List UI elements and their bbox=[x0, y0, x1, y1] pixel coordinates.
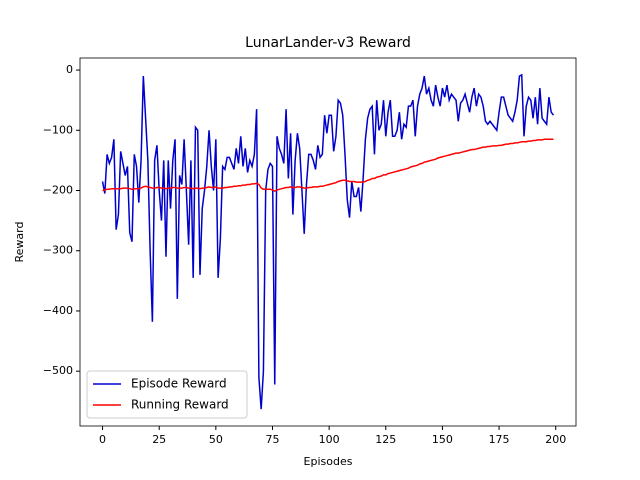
x-tick-label: 75 bbox=[265, 433, 279, 446]
legend-label: Running Reward bbox=[131, 398, 229, 412]
x-tick-label: 50 bbox=[209, 433, 223, 446]
chart-title: LunarLander-v3 Reward bbox=[245, 35, 411, 51]
line-series bbox=[101, 73, 555, 410]
y-tick-label: 0 bbox=[66, 63, 73, 76]
legend-label: Episode Reward bbox=[131, 377, 227, 391]
line-series bbox=[102, 138, 554, 192]
legend-box bbox=[86, 370, 248, 419]
x-tick-label: 175 bbox=[489, 433, 510, 446]
x-tick-label: 0 bbox=[99, 433, 106, 446]
x-tick-label: 200 bbox=[545, 433, 566, 446]
y-tick-label: −200 bbox=[43, 184, 73, 197]
plot-frame bbox=[79, 57, 577, 427]
x-tick-label: 150 bbox=[432, 433, 453, 446]
x-tick-label: 25 bbox=[152, 433, 166, 446]
y-axis-label: Reward bbox=[13, 222, 26, 263]
x-tick-label: 100 bbox=[319, 433, 340, 446]
y-tick-label: −400 bbox=[43, 304, 73, 317]
y-tick-label: −100 bbox=[43, 123, 73, 136]
y-tick-label: −500 bbox=[43, 364, 73, 377]
x-axis-label: Episodes bbox=[304, 455, 353, 468]
y-tick-label: −300 bbox=[43, 244, 73, 257]
x-tick-label: 125 bbox=[375, 433, 396, 446]
